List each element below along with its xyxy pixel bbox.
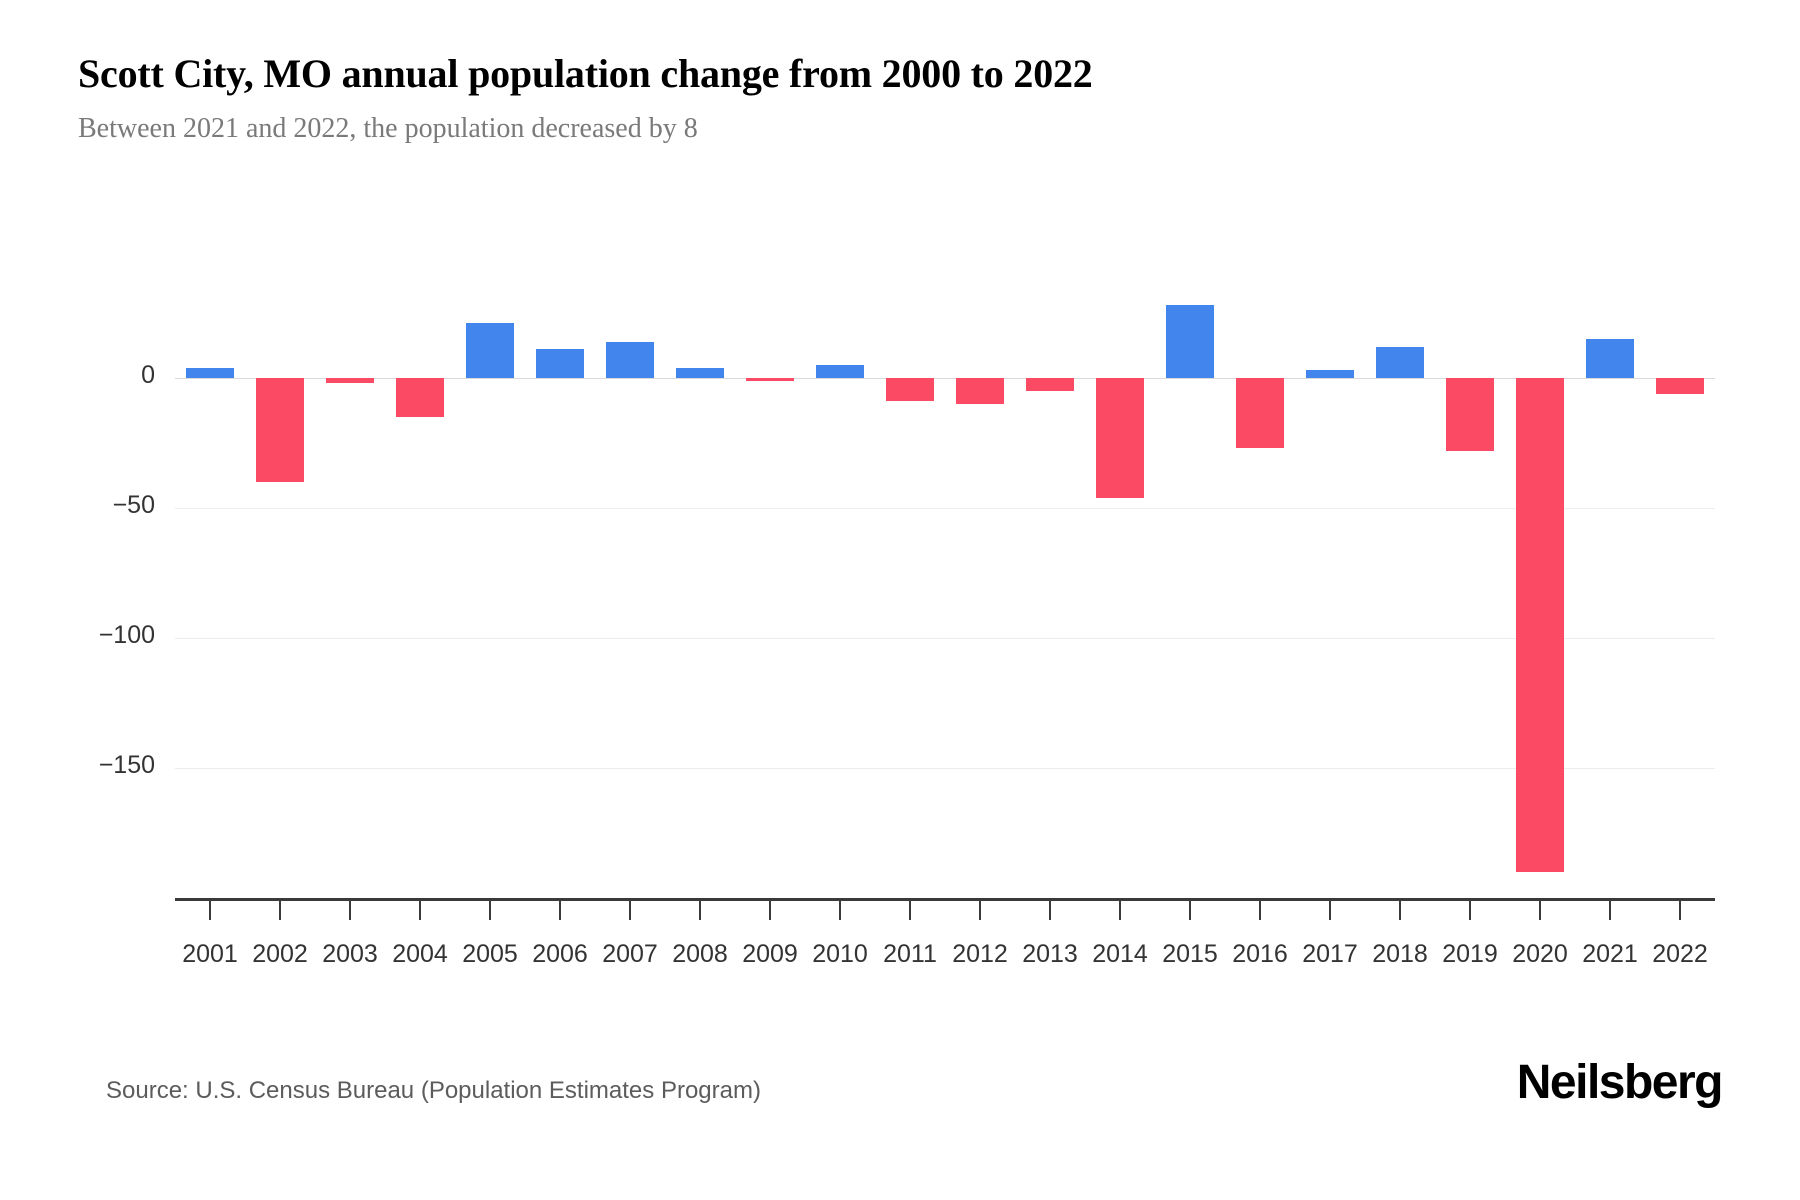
y-tick-label: −150 [98,751,155,779]
gridline--100 [175,638,1715,639]
x-tick [559,898,561,920]
bar-2019[interactable] [1446,378,1494,451]
bar-2009[interactable] [746,378,794,381]
gridline--150 [175,768,1715,769]
bar-2007[interactable] [606,341,654,378]
x-axis-label-2022: 2022 [1652,940,1708,968]
x-axis-label-2001: 2001 [182,940,238,968]
x-tick [1469,898,1471,920]
gridline--50 [175,508,1715,509]
x-tick [629,898,631,920]
brand-logo: Neilsberg [1516,1056,1724,1109]
x-axis-label-2004: 2004 [392,940,448,968]
x-tick [1399,898,1401,920]
x-tick [1679,898,1681,920]
bar-2015[interactable] [1166,305,1214,378]
x-axis-label-2016: 2016 [1232,940,1288,968]
x-axis-label-2007: 2007 [602,940,658,968]
x-axis-label-2010: 2010 [812,940,868,968]
x-tick [699,898,701,920]
x-tick [1049,898,1051,920]
page-title: Scott City, MO annual population change … [78,51,1093,96]
x-tick [349,898,351,920]
bar-2004[interactable] [396,378,444,417]
y-tick-label: −50 [112,491,155,519]
x-axis-label-2008: 2008 [672,940,728,968]
x-tick [489,898,491,920]
chart-header: Scott City, MO annual population change … [78,51,1678,145]
x-axis-label-2006: 2006 [532,940,588,968]
x-axis-label-2019: 2019 [1442,940,1498,968]
x-tick [979,898,981,920]
x-axis-label-2012: 2012 [952,940,1008,968]
bar-2014[interactable] [1096,378,1144,498]
x-axis-label-2002: 2002 [252,940,308,968]
x-axis-label-2018: 2018 [1372,940,1428,968]
bar-2018[interactable] [1376,346,1424,378]
bar-2008[interactable] [676,367,724,378]
x-axis-label-2021: 2021 [1582,940,1638,968]
x-tick [839,898,841,920]
x-tick [1329,898,1331,920]
x-axis-label-2009: 2009 [742,940,798,968]
x-tick [1119,898,1121,920]
x-tick [1609,898,1611,920]
bar-2016[interactable] [1236,378,1284,449]
bar-2002[interactable] [256,378,304,482]
x-axis-line [175,898,1715,901]
bar-2020[interactable] [1516,378,1564,872]
bar-2021[interactable] [1586,339,1634,378]
y-tick-label: −100 [98,621,155,649]
x-tick [419,898,421,920]
x-axis-label-2020: 2020 [1512,940,1568,968]
bar-2005[interactable] [466,323,514,378]
x-axis-label-2003: 2003 [322,940,378,968]
x-tick [1539,898,1541,920]
x-axis-label-2013: 2013 [1022,940,1078,968]
bar-series [175,0,1715,1200]
chart-subtitle: Between 2021 and 2022, the population de… [78,112,698,144]
bar-2017[interactable] [1306,370,1354,378]
gridline-0 [175,378,1715,379]
x-tick [1189,898,1191,920]
bar-2003[interactable] [326,378,374,384]
x-axis-label-2005: 2005 [462,940,518,968]
y-tick-label: 0 [141,361,155,389]
bar-2001[interactable] [186,367,234,378]
bar-2013[interactable] [1026,378,1074,391]
source-note: Source: U.S. Census Bureau (Population E… [106,1077,761,1104]
bar-2022[interactable] [1656,378,1704,394]
x-axis-label-2011: 2011 [883,940,937,968]
x-axis-label-2015: 2015 [1162,940,1218,968]
x-tick [769,898,771,920]
x-axis-label-2017: 2017 [1302,940,1358,968]
bar-2012[interactable] [956,378,1004,404]
bar-2006[interactable] [536,349,584,378]
x-tick [1259,898,1261,920]
x-axis-label-2014: 2014 [1092,940,1148,968]
x-tick [209,898,211,920]
bar-2011[interactable] [886,378,934,402]
bar-2010[interactable] [816,365,864,378]
x-tick [909,898,911,920]
x-tick [279,898,281,920]
